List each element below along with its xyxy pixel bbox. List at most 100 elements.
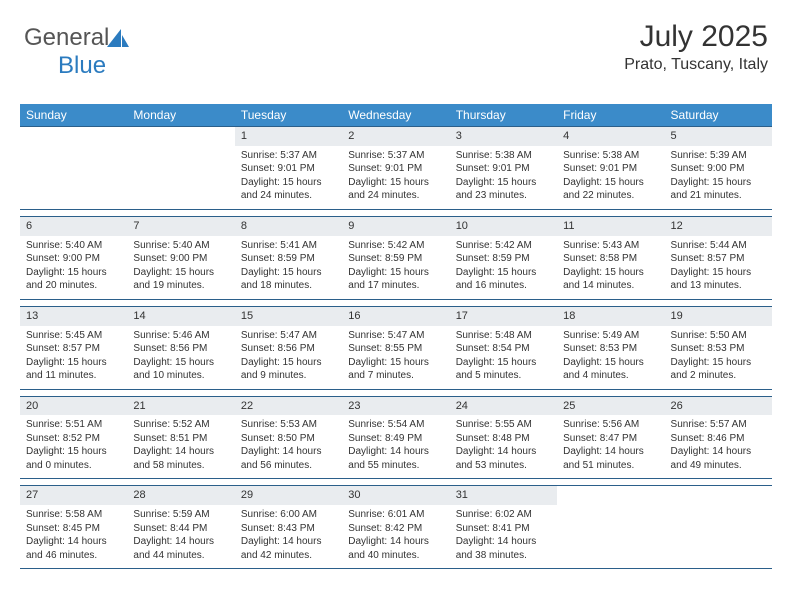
day-number: 25 [557,397,664,416]
week-row: 1Sunrise: 5:37 AMSunset: 9:01 PMDaylight… [20,126,772,210]
day-number: 8 [235,217,342,236]
sunset-line: Sunset: 8:56 PM [241,342,336,356]
sunrise-line: Sunrise: 5:39 AM [671,149,766,163]
week-row: 13Sunrise: 5:45 AMSunset: 8:57 PMDayligh… [20,306,772,390]
daylight-line: Daylight: 14 hours and 42 minutes. [241,535,336,562]
daylight-line: Daylight: 15 hours and 7 minutes. [348,356,443,383]
day-cell: 20Sunrise: 5:51 AMSunset: 8:52 PMDayligh… [20,397,127,479]
sunset-line: Sunset: 8:59 PM [456,252,551,266]
day-cell: 24Sunrise: 5:55 AMSunset: 8:48 PMDayligh… [450,397,557,479]
location: Prato, Tuscany, Italy [624,56,768,74]
day-body: Sunrise: 5:42 AMSunset: 8:59 PMDaylight:… [450,236,557,299]
day-body: Sunrise: 5:58 AMSunset: 8:45 PMDaylight:… [20,505,127,568]
day-body: Sunrise: 5:41 AMSunset: 8:59 PMDaylight:… [235,236,342,299]
sunset-line: Sunset: 9:00 PM [671,162,766,176]
sunrise-line: Sunrise: 5:56 AM [563,418,658,432]
sunset-line: Sunset: 8:57 PM [671,252,766,266]
daylight-line: Daylight: 14 hours and 55 minutes. [348,445,443,472]
day-cell [665,486,772,568]
sunrise-line: Sunrise: 5:40 AM [26,239,121,253]
daylight-line: Daylight: 14 hours and 49 minutes. [671,445,766,472]
day-body: Sunrise: 5:57 AMSunset: 8:46 PMDaylight:… [665,415,772,478]
day-body: Sunrise: 5:37 AMSunset: 9:01 PMDaylight:… [342,146,449,209]
sunrise-line: Sunrise: 5:42 AM [348,239,443,253]
day-number: 23 [342,397,449,416]
day-number: 30 [342,486,449,505]
day-body: Sunrise: 5:46 AMSunset: 8:56 PMDaylight:… [127,326,234,389]
day-body: Sunrise: 5:52 AMSunset: 8:51 PMDaylight:… [127,415,234,478]
day-cell: 13Sunrise: 5:45 AMSunset: 8:57 PMDayligh… [20,307,127,389]
daylight-line: Daylight: 15 hours and 0 minutes. [26,445,121,472]
day-number: 17 [450,307,557,326]
sunset-line: Sunset: 8:54 PM [456,342,551,356]
daylight-line: Daylight: 14 hours and 44 minutes. [133,535,228,562]
day-header: Sunday [20,104,127,126]
day-cell: 17Sunrise: 5:48 AMSunset: 8:54 PMDayligh… [450,307,557,389]
sunset-line: Sunset: 8:44 PM [133,522,228,536]
day-number: 24 [450,397,557,416]
day-cell: 3Sunrise: 5:38 AMSunset: 9:01 PMDaylight… [450,127,557,209]
day-cell: 6 Sunrise: 5:40 AMSunset: 9:00 PMDaylight… [20,217,127,299]
day-header: Saturday [665,104,772,126]
week-row: 20Sunrise: 5:51 AMSunset: 8:52 PMDayligh… [20,396,772,480]
sunrise-line: Sunrise: 5:37 AM [348,149,443,163]
sunrise-line: Sunrise: 5:59 AM [133,508,228,522]
daylight-line: Daylight: 14 hours and 40 minutes. [348,535,443,562]
sunset-line: Sunset: 8:43 PM [241,522,336,536]
sunset-line: Sunset: 8:59 PM [348,252,443,266]
day-cell: 28Sunrise: 5:59 AMSunset: 8:44 PMDayligh… [127,486,234,568]
sunrise-line: Sunrise: 5:51 AM [26,418,121,432]
day-cell: 16Sunrise: 5:47 AMSunset: 8:55 PMDayligh… [342,307,449,389]
sunrise-line: Sunrise: 5:47 AM [348,329,443,343]
daylight-line: Daylight: 15 hours and 14 minutes. [563,266,658,293]
day-cell: 1Sunrise: 5:37 AMSunset: 9:01 PMDaylight… [235,127,342,209]
day-cell [557,486,664,568]
sunset-line: Sunset: 8:53 PM [671,342,766,356]
sunrise-line: Sunrise: 5:44 AM [671,239,766,253]
daylight-line: Daylight: 15 hours and 20 minutes. [26,266,121,293]
day-number: 28 [127,486,234,505]
sunset-line: Sunset: 8:53 PM [563,342,658,356]
daylight-line: Daylight: 15 hours and 18 minutes. [241,266,336,293]
day-body: Sunrise: 5:53 AMSunset: 8:50 PMDaylight:… [235,415,342,478]
sunset-line: Sunset: 8:42 PM [348,522,443,536]
sunrise-line: Sunrise: 5:50 AM [671,329,766,343]
day-cell: 10Sunrise: 5:42 AMSunset: 8:59 PMDayligh… [450,217,557,299]
day-body: Sunrise: 5:44 AMSunset: 8:57 PMDaylight:… [665,236,772,299]
day-body: Sunrise: 5:47 AMSunset: 8:55 PMDaylight:… [342,326,449,389]
day-cell: 15Sunrise: 5:47 AMSunset: 8:56 PMDayligh… [235,307,342,389]
sunset-line: Sunset: 9:00 PM [26,252,121,266]
day-body: Sunrise: 6:02 AMSunset: 8:41 PMDaylight:… [450,505,557,568]
day-body: Sunrise: 5:59 AMSunset: 8:44 PMDaylight:… [127,505,234,568]
day-body: Sunrise: 5:45 AMSunset: 8:57 PMDaylight:… [20,326,127,389]
sunset-line: Sunset: 9:01 PM [456,162,551,176]
sunrise-line: Sunrise: 5:43 AM [563,239,658,253]
day-body: Sunrise: 5:39 AMSunset: 9:00 PMDaylight:… [665,146,772,209]
sunrise-line: Sunrise: 5:41 AM [241,239,336,253]
week-row: 27Sunrise: 5:58 AMSunset: 8:45 PMDayligh… [20,485,772,569]
day-body: Sunrise: 5:37 AMSunset: 9:01 PMDaylight:… [235,146,342,209]
day-cell: 19Sunrise: 5:50 AMSunset: 8:53 PMDayligh… [665,307,772,389]
day-cell: 7Sunrise: 5:40 AMSunset: 9:00 PMDaylight… [127,217,234,299]
day-cell: 26Sunrise: 5:57 AMSunset: 8:46 PMDayligh… [665,397,772,479]
sunset-line: Sunset: 9:00 PM [133,252,228,266]
day-cell: 12Sunrise: 5:44 AMSunset: 8:57 PMDayligh… [665,217,772,299]
daylight-line: Daylight: 15 hours and 21 minutes. [671,176,766,203]
sunset-line: Sunset: 9:01 PM [241,162,336,176]
day-number: 13 [20,307,127,326]
daylight-line: Daylight: 15 hours and 19 minutes. [133,266,228,293]
day-body: Sunrise: 5:55 AMSunset: 8:48 PMDaylight:… [450,415,557,478]
day-number: 6 [20,217,127,236]
week-row: 6Sunrise: 5:40 AMSunset: 9:00 PMDaylight… [20,216,772,300]
sunrise-line: Sunrise: 5:38 AM [456,149,551,163]
sunset-line: Sunset: 8:52 PM [26,432,121,446]
sunrise-line: Sunrise: 6:02 AM [456,508,551,522]
daylight-line: Daylight: 15 hours and 11 minutes. [26,356,121,383]
day-body: Sunrise: 5:47 AMSunset: 8:56 PMDaylight:… [235,326,342,389]
calendar: SundayMondayTuesdayWednesdayThursdayFrid… [20,104,772,569]
day-cell [20,127,127,209]
day-cell: 18Sunrise: 5:49 AMSunset: 8:53 PMDayligh… [557,307,664,389]
day-number: 18 [557,307,664,326]
sunrise-line: Sunrise: 5:45 AM [26,329,121,343]
day-cell: 5Sunrise: 5:39 AMSunset: 9:00 PMDaylight… [665,127,772,209]
